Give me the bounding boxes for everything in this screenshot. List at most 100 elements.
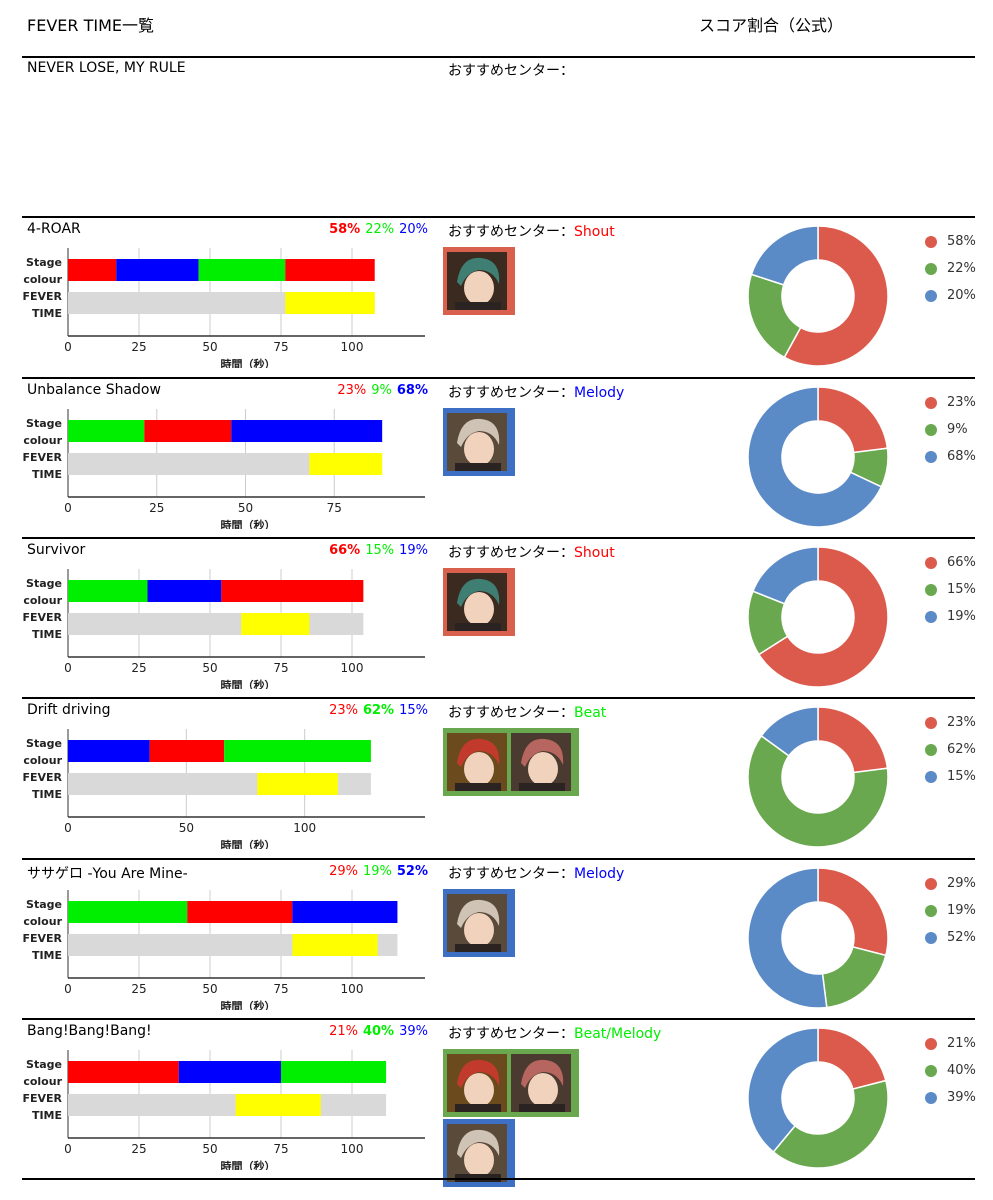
donut-slice (783, 225, 889, 367)
legend-label: 19% (947, 609, 976, 624)
fever-time-label: FEVER (22, 1092, 62, 1105)
score-percentages: 29% 19% 52% (324, 864, 428, 879)
fever-time-label: TIME (32, 628, 62, 641)
fever-time-chart: Stage colour FEVER TIME 0 25 50 75 100 時間（秒） (22, 890, 425, 1010)
song-title: Unbalance Shadow (27, 382, 161, 398)
donut-slice (817, 706, 889, 774)
portrait-frame (443, 728, 579, 796)
legend-label: 68% (947, 449, 976, 464)
shout-percent: 58% (329, 222, 361, 237)
melody-percent: 19% (399, 543, 428, 558)
divider (22, 697, 975, 699)
portrait-frame (443, 889, 515, 957)
legend-label: 22% (947, 261, 976, 276)
x-axis-label: 時間（秒） (221, 678, 276, 689)
legend-dot-icon (925, 931, 937, 944)
legend-item: 52% (925, 924, 976, 951)
donut-legend: 23% 9% 68% (925, 389, 976, 470)
fever-time-segment (241, 613, 310, 635)
melody-percent: 52% (396, 864, 428, 879)
legend-label: 15% (947, 769, 976, 784)
recommended-center-type: Shout (574, 224, 615, 240)
stage-colour-segment (147, 580, 222, 602)
beat-percent: 9% (371, 383, 392, 398)
recommended-center-type: Shout (574, 545, 615, 561)
recommended-center-type: Beat/Melody (574, 1026, 662, 1042)
beat-percent: 15% (365, 543, 395, 558)
legend-dot-icon (925, 1064, 937, 1077)
legend-item: 39% (925, 1084, 976, 1111)
stage-colour-segment (68, 259, 117, 281)
legend-label: 40% (947, 1063, 976, 1078)
recommended-center-label: おすすめセンター： (448, 385, 574, 401)
character-portrait (511, 733, 571, 791)
x-tick-label: 100 (341, 1142, 364, 1156)
stage-colour-label: colour (23, 754, 62, 767)
donut-slice (760, 706, 819, 757)
recommended-center-label: おすすめセンター： (448, 705, 574, 721)
x-axis-label: 時間（秒） (221, 1159, 276, 1170)
fever-time-chart: Stage colour FEVER TIME 0 25 50 75 100 時間（秒） (22, 1050, 425, 1170)
score-donut-chart (747, 1027, 889, 1169)
donut-slice (751, 546, 819, 605)
score-percentages: 66% 15% 19% (324, 543, 428, 558)
fever-time-segment (292, 934, 378, 956)
song-section: Drift driving 23% 62% 15% おすすめセンター：Beat Stag… (0, 699, 993, 859)
x-tick-label: 100 (341, 661, 364, 675)
score-donut-chart (747, 546, 889, 688)
x-tick-label: 75 (327, 501, 342, 515)
score-percentages: 23% 62% 15% (324, 703, 428, 718)
recommended-center-label: おすすめセンター： (448, 224, 574, 240)
song-title: Drift driving (27, 702, 111, 718)
x-tick-label: 50 (179, 821, 194, 835)
legend-label: 39% (947, 1090, 976, 1105)
recommended-center: おすすめセンター：Shout (448, 221, 615, 241)
melody-percent: 39% (399, 1024, 428, 1039)
x-tick-label: 25 (131, 661, 146, 675)
legend-item: 19% (925, 603, 976, 630)
x-tick-label: 75 (273, 340, 288, 354)
fever-time-segment (309, 453, 383, 475)
stage-colour-segment (144, 420, 232, 442)
song-title: NEVER LOSE, MY RULE (27, 60, 186, 76)
x-tick-label: 25 (131, 1142, 146, 1156)
fever-time-label: FEVER (22, 611, 62, 624)
legend-label: 15% (947, 582, 976, 597)
recommended-center: おすすめセンター：Melody (448, 382, 624, 402)
song-section: ササゲロ -You Are Mine- 29% 19% 52% おすすめセンター：Mel… (0, 860, 993, 1020)
shout-percent: 21% (329, 1024, 358, 1039)
x-tick-label: 75 (273, 982, 288, 996)
fever-time-segment (235, 1094, 321, 1116)
legend-dot-icon (925, 716, 937, 729)
stage-colour-segment (116, 259, 199, 281)
recommended-center-type: Melody (574, 385, 625, 401)
melody-percent: 20% (399, 222, 428, 237)
character-portrait (447, 733, 507, 791)
fever-time-chart: Stage colour FEVER TIME 0 50 100 時間（秒） (22, 729, 425, 849)
legend-label: 52% (947, 930, 976, 945)
stage-colour-segment (198, 259, 286, 281)
donut-legend: 58% 22% 20% (925, 228, 976, 309)
portrait-frame (443, 1119, 515, 1187)
divider (22, 858, 975, 860)
donut-slice (747, 734, 889, 848)
character-portrait (447, 1124, 507, 1182)
recommended-center: おすすめセンター：Beat/Melody (448, 1023, 661, 1043)
shout-percent: 23% (329, 703, 358, 718)
recommended-center-type: Beat (574, 705, 607, 721)
character-portrait (447, 1054, 507, 1112)
legend-item: 19% (925, 897, 976, 924)
fever-time-label: TIME (32, 468, 62, 481)
legend-item: 58% (925, 228, 976, 255)
stage-colour-segment (231, 420, 383, 442)
stage-colour-label: Stage (26, 256, 62, 269)
legend-item: 21% (925, 1030, 976, 1057)
fever-time-chart: Stage colour FEVER TIME 0 25 50 75 100 時間（秒） (22, 569, 425, 689)
x-tick-label: 100 (293, 821, 316, 835)
divider (22, 56, 975, 58)
shout-percent: 66% (329, 543, 361, 558)
x-tick-label: 0 (64, 821, 72, 835)
legend-dot-icon (925, 235, 937, 248)
legend-item: 9% (925, 416, 976, 443)
x-tick-label: 50 (202, 340, 217, 354)
